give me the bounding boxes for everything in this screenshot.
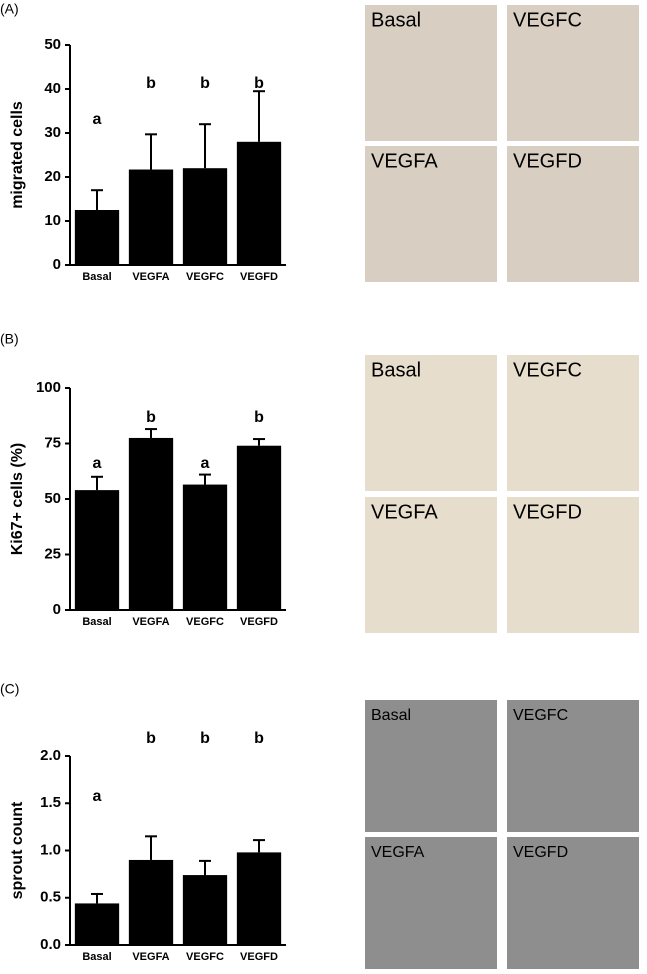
bar [182,484,228,610]
x-tick-label: VEGFD [240,951,278,963]
significance-letter: b [146,409,156,426]
panel-label: (B) [0,331,19,347]
bar [236,852,282,945]
y-tick-label: 1.5 [40,794,61,811]
micrograph [365,355,497,491]
significance-letter: b [146,75,156,92]
y-tick-label: 1.0 [40,841,61,858]
significance-letter: b [254,409,264,426]
significance-letter: b [200,75,210,92]
x-tick-label: VEGFA [132,616,169,628]
image-label: VEGFD [513,150,582,172]
micrograph [365,5,497,141]
image-label: VEGFD [513,501,582,523]
significance-letter: a [93,788,102,805]
y-tick-label: 20 [44,168,61,185]
panel-label: (C) [0,681,19,697]
y-tick-label: 100 [36,379,61,396]
x-tick-label: VEGFD [240,271,278,283]
x-tick-label: Basal [82,616,111,628]
micrograph [507,837,639,969]
x-tick-label: VEGFD [240,616,278,628]
image-label: VEGFC [513,707,568,724]
y-axis-label: sprout count [9,801,26,899]
y-tick-label: 30 [44,124,61,141]
bar [182,875,228,945]
image-label: Basal [371,9,421,31]
micrograph [507,146,639,282]
significance-letter: b [200,730,210,747]
micrograph [365,837,497,969]
y-tick-label: 10 [44,212,61,229]
image-label: VEGFD [513,844,568,861]
image-label: VEGFC [513,9,582,31]
bar [74,210,120,265]
y-tick-label: 0 [53,601,61,618]
bar [236,445,282,610]
micrograph [507,700,639,832]
significance-letter: a [93,111,102,128]
image-label: VEGFA [371,150,438,172]
image-label: Basal [371,707,411,724]
y-tick-label: 75 [44,434,61,451]
x-tick-label: VEGFA [132,951,169,963]
x-tick-label: VEGFC [186,951,224,963]
y-tick-label: 0.5 [40,889,61,906]
bar [236,141,282,265]
image-label: VEGFA [371,501,438,523]
image-label: Basal [371,359,421,381]
significance-letter: b [146,730,156,747]
significance-letter: a [93,455,102,472]
x-tick-label: Basal [82,951,111,963]
y-tick-label: 50 [44,36,61,53]
panel-label: (A) [0,1,19,17]
micrograph [507,5,639,141]
y-tick-label: 0 [53,256,61,273]
bar [74,490,120,610]
y-tick-label: 0.0 [40,936,61,953]
y-axis-label: migrated cells [9,101,26,209]
significance-letter: b [254,75,264,92]
x-tick-label: VEGFA [132,271,169,283]
micrograph [507,355,639,491]
micrograph [365,146,497,282]
y-tick-label: 40 [44,80,61,97]
y-tick-label: 25 [44,545,61,562]
bar [128,859,174,945]
significance-letter: b [254,730,264,747]
y-axis-label: Ki67+ cells (%) [9,443,26,556]
y-tick-label: 2.0 [40,747,61,764]
x-tick-label: VEGFC [186,271,224,283]
x-tick-label: Basal [82,271,111,283]
y-tick-label: 50 [44,490,61,507]
micrograph [365,700,497,832]
micrograph [365,497,497,633]
image-label: VEGFC [513,359,582,381]
bar [182,168,228,265]
image-label: VEGFA [371,844,425,861]
bar [128,437,174,610]
micrograph [507,497,639,633]
significance-letter: a [201,455,210,472]
x-tick-label: VEGFC [186,616,224,628]
bar [74,903,120,945]
bar [128,169,174,265]
